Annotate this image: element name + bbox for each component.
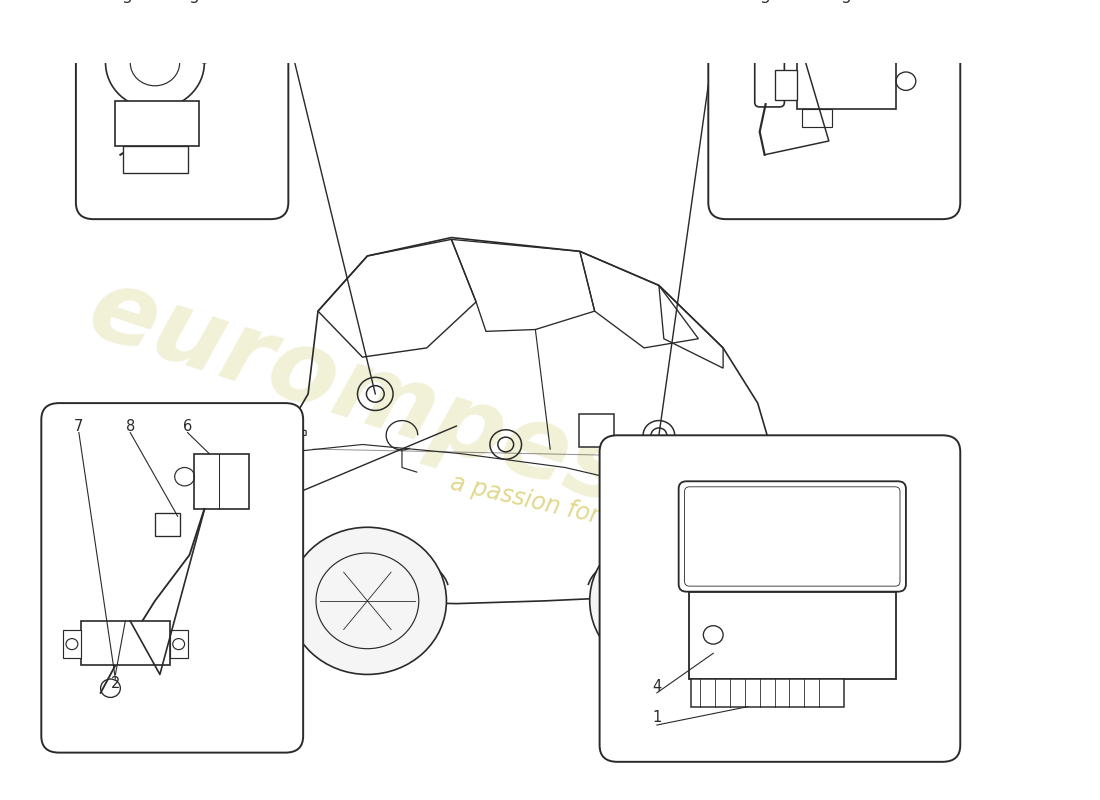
- FancyBboxPatch shape: [195, 454, 249, 509]
- FancyBboxPatch shape: [63, 630, 80, 658]
- FancyBboxPatch shape: [579, 414, 615, 447]
- FancyBboxPatch shape: [691, 679, 844, 706]
- FancyBboxPatch shape: [600, 435, 960, 762]
- Text: 2: 2: [111, 676, 120, 691]
- Text: 5: 5: [190, 0, 199, 6]
- FancyBboxPatch shape: [679, 482, 906, 592]
- FancyBboxPatch shape: [169, 630, 187, 658]
- Circle shape: [288, 527, 447, 674]
- Text: eurompes: eurompes: [76, 261, 639, 526]
- Text: 3: 3: [123, 0, 132, 6]
- FancyBboxPatch shape: [755, 55, 784, 107]
- Circle shape: [590, 527, 748, 674]
- Text: 4: 4: [652, 679, 661, 694]
- FancyBboxPatch shape: [684, 487, 900, 586]
- FancyBboxPatch shape: [116, 102, 199, 146]
- FancyBboxPatch shape: [689, 592, 896, 679]
- FancyBboxPatch shape: [76, 0, 288, 219]
- FancyBboxPatch shape: [798, 54, 896, 109]
- Text: 3: 3: [761, 0, 770, 6]
- FancyBboxPatch shape: [80, 621, 169, 666]
- Text: 5: 5: [842, 0, 851, 6]
- Text: 6: 6: [183, 418, 192, 434]
- FancyBboxPatch shape: [123, 146, 187, 173]
- Text: a passion for parts since 1985: a passion for parts since 1985: [448, 471, 801, 574]
- FancyBboxPatch shape: [776, 70, 798, 99]
- Text: 8: 8: [125, 418, 135, 434]
- FancyBboxPatch shape: [708, 0, 960, 219]
- Text: 1: 1: [652, 710, 661, 725]
- Text: 7: 7: [74, 418, 84, 434]
- FancyBboxPatch shape: [42, 403, 304, 753]
- FancyBboxPatch shape: [155, 514, 179, 537]
- FancyBboxPatch shape: [802, 109, 832, 127]
